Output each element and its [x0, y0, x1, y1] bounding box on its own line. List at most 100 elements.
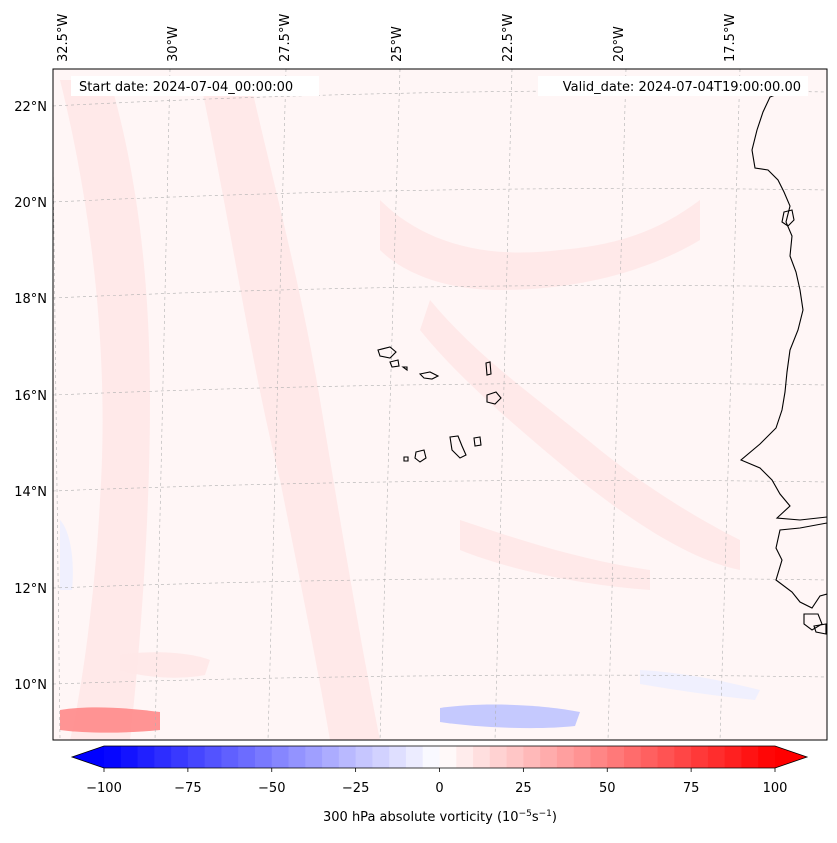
colorbar-cell [439, 746, 457, 768]
colorbar-cell [540, 746, 558, 768]
colorbar-cell [590, 746, 608, 768]
gridlines [53, 69, 827, 740]
colorbar-tick-label: 25 [515, 781, 532, 796]
colorbar-cell [355, 746, 373, 768]
meridian-gridline [719, 69, 741, 740]
colorbar-cell [422, 746, 440, 768]
meridian-gridline [494, 69, 513, 740]
coast-island-bissagos [813, 623, 827, 635]
colorbar-cell [187, 746, 206, 768]
colorbar-cell [456, 746, 474, 768]
parallel-gridline [53, 285, 827, 299]
valid-date-box [538, 76, 808, 96]
vorticity-streak [440, 704, 580, 729]
colorbar-cell [372, 746, 390, 768]
colorbar-cell [523, 746, 541, 768]
vorticity-streak [60, 80, 150, 740]
colorbar-max-extend [775, 746, 807, 768]
island-maio [473, 436, 482, 447]
colorbar-cell [338, 746, 357, 768]
field-background [53, 69, 827, 740]
vorticity-streak [460, 520, 650, 590]
colorbar-tick-label: −50 [258, 781, 285, 796]
meridian-gridline [267, 69, 287, 740]
island-sao-vicente [389, 359, 400, 368]
colorbar-label: 300 hPa absolute vorticity (10−5s−1) [323, 809, 557, 825]
colorbar-tick-label: −100 [86, 781, 122, 796]
lat-tick-label: 20°N [14, 196, 47, 211]
lon-tick-label: 27.5°W [278, 14, 293, 62]
colorbar-cell [707, 746, 726, 768]
island-santo-antao [377, 346, 397, 359]
cape-verde-islands [377, 346, 502, 463]
colorbar-cell [506, 746, 524, 768]
vorticity-streak [120, 652, 210, 678]
colorbar-cell [724, 746, 742, 768]
vorticity-streak [380, 200, 700, 290]
colorbar-cell [607, 746, 625, 768]
colorbar-cell [305, 746, 323, 768]
vorticity-field [53, 69, 827, 740]
parallel-gridline [53, 674, 827, 685]
colorbar-cell [271, 746, 290, 768]
colorbar-tick-label: −25 [342, 781, 369, 796]
parallel-gridline [53, 90, 827, 107]
lon-tick-label: 17.5°W [723, 14, 738, 62]
colorbar-cell [691, 746, 709, 768]
colorbar-cell [389, 746, 407, 768]
latitude-tick-labels: 22°N 20°N 18°N 16°N 14°N 12°N 10°N [14, 100, 47, 693]
colorbar-cell [204, 746, 222, 768]
parallel-gridline [53, 188, 827, 203]
colorbar-cell [120, 746, 139, 768]
island-sao-nicolau [418, 371, 440, 380]
island-santa-luzia [401, 366, 408, 372]
longitude-tick-labels: 32.5°W 30°W 27.5°W 25°W 22.5°W 20°W 17.5… [56, 14, 738, 62]
colorbar: −100 −75 −50 −25 0 25 50 75 100 300 hPa absolute… [70, 745, 809, 825]
colorbar-cell [104, 746, 122, 768]
coast-island-north [781, 209, 795, 227]
lat-tick-label: 16°N [14, 389, 47, 404]
vorticity-bands [60, 80, 760, 740]
start-date-box [71, 76, 319, 96]
colorbar-tick-label: 100 [763, 781, 788, 796]
parallel-gridline [53, 577, 827, 589]
valid-date-label: Valid_date: 2024-07-04T19:00:00.00 [563, 80, 801, 95]
colorbar-cell [238, 746, 256, 768]
colorbar-cell [573, 746, 591, 768]
island-fogo [414, 449, 427, 463]
colorbar-cell [137, 746, 155, 768]
colorbar-cell [322, 746, 340, 768]
island-boa-vista [486, 391, 502, 405]
colorbar-cell [674, 746, 692, 768]
african-coastline [739, 91, 827, 609]
meridian-gridline [607, 69, 627, 740]
colorbar-cells [104, 746, 776, 768]
colorbar-cell [288, 746, 306, 768]
colorbar-cell [254, 746, 273, 768]
colorbar-cell [473, 746, 491, 768]
vorticity-streak [420, 300, 740, 570]
coast-island-south [803, 613, 823, 631]
lat-tick-label: 18°N [14, 292, 47, 307]
lat-tick-label: 10°N [14, 678, 47, 693]
colorbar-cell [171, 746, 189, 768]
colorbar-tick-label: 75 [683, 781, 700, 796]
colorbar-tick-label: 0 [435, 781, 443, 796]
lon-tick-label: 30°W [166, 26, 181, 62]
island-sal [485, 361, 492, 376]
island-santiago [449, 435, 467, 459]
colorbar-cell [154, 746, 172, 768]
colorbar-cell [741, 746, 759, 768]
colorbar-cell [624, 746, 642, 768]
lon-tick-label: 32.5°W [56, 14, 71, 62]
lat-tick-label: 14°N [14, 485, 47, 500]
parallel-gridline [53, 479, 827, 492]
colorbar-min-extend [72, 746, 104, 768]
meridian-gridline [379, 69, 401, 740]
vorticity-streak [200, 80, 380, 740]
colorbar-cell [221, 746, 239, 768]
colorbar-cell [657, 746, 675, 768]
coastline [739, 91, 827, 635]
